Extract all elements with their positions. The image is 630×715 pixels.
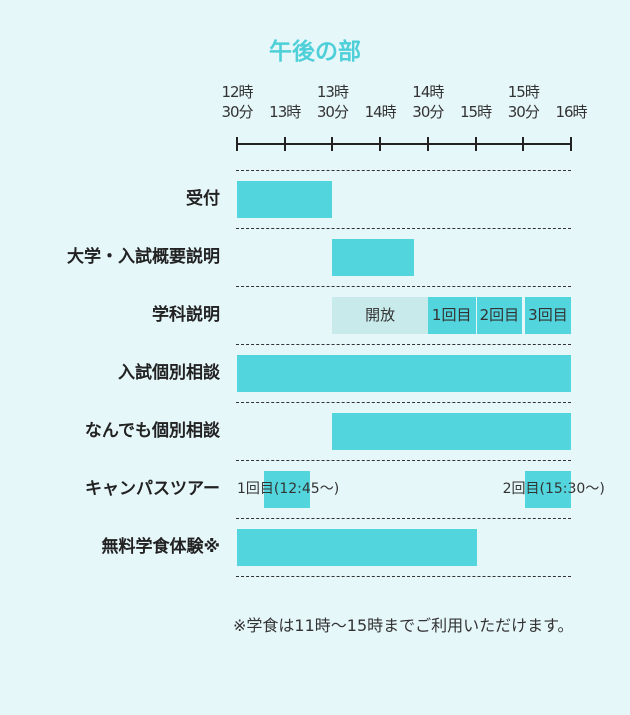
tick-label: 15時 bbox=[446, 82, 506, 122]
axis-tick bbox=[570, 137, 572, 151]
schedule-bar: 1回目 bbox=[427, 297, 476, 334]
schedule-bar bbox=[332, 413, 571, 450]
tick-label: 15時 30分 bbox=[493, 82, 553, 122]
footnote: ※学食は11時〜15時までご利用いただけます。 bbox=[233, 616, 574, 635]
schedule-bar bbox=[237, 181, 333, 218]
schedule-bar: 3回目 bbox=[524, 297, 571, 334]
schedule-bar bbox=[237, 529, 478, 566]
dashed-divider bbox=[236, 286, 571, 287]
tick-label-line1 bbox=[541, 82, 601, 102]
row-label: 無料学食体験※ bbox=[101, 537, 220, 557]
dashed-divider bbox=[236, 518, 571, 519]
axis-tick bbox=[379, 137, 382, 151]
dashed-divider bbox=[236, 576, 571, 577]
tick-label-line2: 15時 bbox=[460, 103, 492, 121]
dashed-divider bbox=[236, 460, 571, 461]
axis-tick bbox=[474, 137, 477, 151]
row-label: 学科説明 bbox=[152, 305, 220, 325]
dashed-divider bbox=[236, 228, 571, 229]
axis-tick bbox=[236, 137, 238, 151]
row-label: なんでも個別相談 bbox=[84, 421, 220, 441]
schedule-bar: 開放 bbox=[332, 297, 428, 334]
tick-label: 13時 30分 bbox=[302, 82, 362, 122]
axis-tick bbox=[331, 137, 334, 151]
dashed-divider bbox=[236, 402, 571, 403]
dashed-divider bbox=[236, 170, 571, 171]
tick-label-line2: 30分 bbox=[316, 103, 349, 121]
row-label: 大学・入試概要説明 bbox=[67, 247, 220, 267]
tick-label-line2: 13時 bbox=[269, 103, 301, 121]
axis-line bbox=[237, 143, 571, 145]
axis-tick bbox=[426, 137, 429, 151]
schedule-bar bbox=[524, 471, 571, 508]
tick-label: 14時 bbox=[350, 82, 410, 122]
axis-tick bbox=[283, 137, 286, 151]
bar-note: 1回目(12:45〜) bbox=[237, 481, 340, 497]
tick-label: 13時 bbox=[255, 82, 315, 122]
tick-label-line2: 14時 bbox=[364, 103, 397, 121]
tick-label: 14時 30分 bbox=[398, 82, 458, 122]
axis-tick bbox=[522, 137, 525, 151]
tick-label-line1: 14時 bbox=[412, 83, 444, 101]
schedule-bar bbox=[237, 355, 571, 392]
dashed-divider bbox=[236, 344, 571, 345]
tick-label-line2: 30分 bbox=[507, 103, 540, 121]
schedule-bar bbox=[332, 239, 414, 276]
row-label: キャンパスツアー bbox=[85, 479, 220, 499]
tick-label: 16時 bbox=[541, 82, 601, 122]
tick-label-line2: 30分 bbox=[221, 103, 253, 121]
schedule-bar: 2回目 bbox=[477, 297, 522, 334]
row-label: 入試個別相談 bbox=[118, 363, 220, 383]
section-title: 午後の部 bbox=[269, 39, 361, 65]
schedule-bar bbox=[264, 471, 311, 508]
tick-label-line1: 12時 bbox=[221, 83, 253, 101]
tick-label-line2: 30分 bbox=[412, 103, 444, 121]
tick-label-line1: 13時 bbox=[316, 83, 349, 101]
row-label: 受付 bbox=[186, 189, 220, 209]
tick-label-line2: 16時 bbox=[555, 103, 587, 121]
tick-label: 12時 30分 bbox=[207, 82, 267, 122]
bar-note: 2回目(15:30〜) bbox=[502, 481, 605, 497]
tick-label-line1: 15時 bbox=[507, 83, 540, 101]
